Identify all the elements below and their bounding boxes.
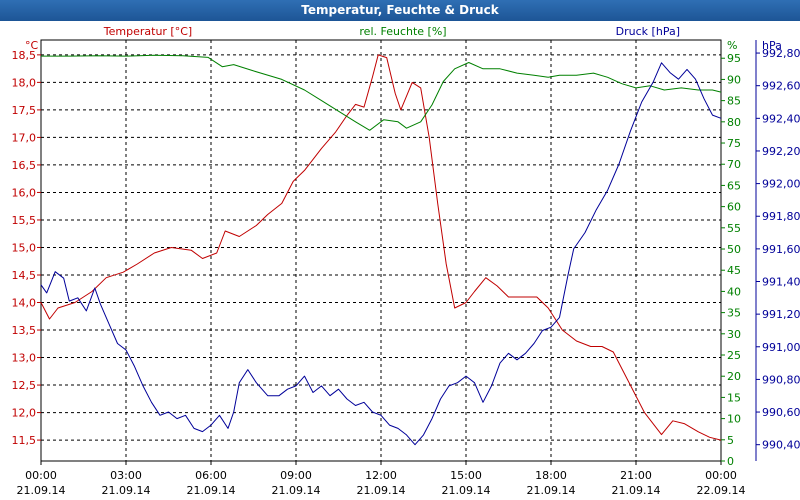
- x-tick-label-date: 21.09.14: [442, 484, 491, 497]
- humidity-tick-label: 45: [727, 264, 741, 277]
- humidity-tick-label: 10: [727, 413, 741, 426]
- humidity-tick-label: 85: [727, 95, 741, 108]
- pressure-tick-label: 992,80: [762, 47, 800, 60]
- series-line-temperature: [40, 54, 722, 441]
- series-line-pressure: [40, 62, 722, 446]
- temperature-tick-label: 12,5: [12, 379, 37, 392]
- humidity-tick-label: 65: [727, 179, 741, 192]
- temperature-tick-label: 18,5: [12, 49, 37, 62]
- x-tick-label-date: 21.09.14: [187, 484, 236, 497]
- humidity-tick-label: 20: [727, 370, 741, 383]
- x-tick-label-date: 21.09.14: [357, 484, 406, 497]
- temperature-tick-label: 15,5: [12, 214, 37, 227]
- x-tick-label-time: 09:00: [280, 469, 312, 482]
- grid: [41, 40, 721, 461]
- x-tick-label-time: 18:00: [535, 469, 567, 482]
- temperature-tick-label: 14,5: [12, 269, 37, 282]
- temperature-tick-label: 18,0: [12, 76, 37, 89]
- x-tick-label-time: 12:00: [365, 469, 397, 482]
- pressure-tick-label: 991,20: [762, 308, 800, 321]
- pressure-tick-label: 991,00: [762, 341, 800, 354]
- humidity-tick-label: 70: [727, 158, 741, 171]
- labels-group: 00:00 21.09.14 03:00 21.09.14 06:00 21.09.14 0…: [12, 25, 800, 497]
- temperature-axis-title: Temperatur [°C]: [103, 25, 192, 38]
- humidity-tick-label: 60: [727, 201, 741, 214]
- pressure-tick-label: 992,60: [762, 80, 800, 93]
- humidity-tick-label: 75: [727, 137, 741, 150]
- chart-title: Temperatur, Feuchte & Druck: [0, 0, 800, 21]
- x-tick-label-time: 00:00: [705, 469, 737, 482]
- temperature-tick-label: 12,0: [12, 407, 37, 420]
- pressure-axis-title: Druck [hPa]: [616, 25, 680, 38]
- humidity-tick-label: 15: [727, 391, 741, 404]
- x-tick-label-date: 21.09.14: [17, 484, 66, 497]
- humidity-tick-label: 90: [727, 73, 741, 86]
- temperature-tick-label: 13,5: [12, 324, 37, 337]
- humidity-unit: %: [727, 39, 737, 52]
- temperature-unit: °C: [25, 39, 39, 52]
- pressure-tick-label: 991,60: [762, 243, 800, 256]
- series-line-humidity: [41, 54, 722, 131]
- axes-group: [37, 40, 760, 465]
- x-tick-label-time: 00:00: [25, 469, 57, 482]
- x-tick-label-date: 22.09.14: [697, 484, 746, 497]
- pressure-tick-label: 990,80: [762, 373, 800, 386]
- temperature-tick-label: 14,0: [12, 297, 37, 310]
- pressure-unit: hPa: [762, 39, 782, 52]
- humidity-axis-title: rel. Feuchte [%]: [359, 25, 446, 38]
- pressure-tick-label: 990,40: [762, 439, 800, 452]
- humidity-tick-label: 95: [727, 52, 741, 65]
- humidity-tick-label: 30: [727, 328, 741, 341]
- pressure-tick-label: 990,60: [762, 406, 800, 419]
- humidity-tick-label: 80: [727, 116, 741, 129]
- x-tick-label-time: 21:00: [620, 469, 652, 482]
- humidity-tick-label: 50: [727, 243, 741, 256]
- pressure-tick-label: 991,40: [762, 276, 800, 289]
- x-tick-label-date: 21.09.14: [612, 484, 661, 497]
- temperature-tick-label: 16,5: [12, 159, 37, 172]
- humidity-tick-label: 40: [727, 285, 741, 298]
- x-tick-label-date: 21.09.14: [272, 484, 321, 497]
- temperature-tick-label: 13,0: [12, 352, 37, 365]
- x-tick-label-time: 03:00: [110, 469, 142, 482]
- humidity-tick-label: 55: [727, 222, 741, 235]
- temperature-tick-label: 17,5: [12, 104, 37, 117]
- pressure-tick-label: 992,40: [762, 112, 800, 125]
- x-tick-label-date: 21.09.14: [527, 484, 576, 497]
- humidity-tick-label: 0: [727, 455, 734, 468]
- temperature-tick-label: 11,5: [12, 434, 37, 447]
- temperature-tick-label: 17,0: [12, 131, 37, 144]
- pressure-tick-label: 991,80: [762, 210, 800, 223]
- humidity-tick-label: 35: [727, 307, 741, 320]
- series-group: [40, 54, 722, 446]
- humidity-tick-label: 25: [727, 349, 741, 362]
- pressure-tick-label: 992,20: [762, 145, 800, 158]
- temperature-tick-label: 16,0: [12, 186, 37, 199]
- x-tick-label-date: 21.09.14: [102, 484, 151, 497]
- humidity-tick-label: 5: [727, 434, 734, 447]
- x-tick-label-time: 15:00: [450, 469, 482, 482]
- pressure-tick-label: 992,00: [762, 178, 800, 191]
- temperature-tick-label: 15,0: [12, 241, 37, 254]
- x-tick-label-time: 06:00: [195, 469, 227, 482]
